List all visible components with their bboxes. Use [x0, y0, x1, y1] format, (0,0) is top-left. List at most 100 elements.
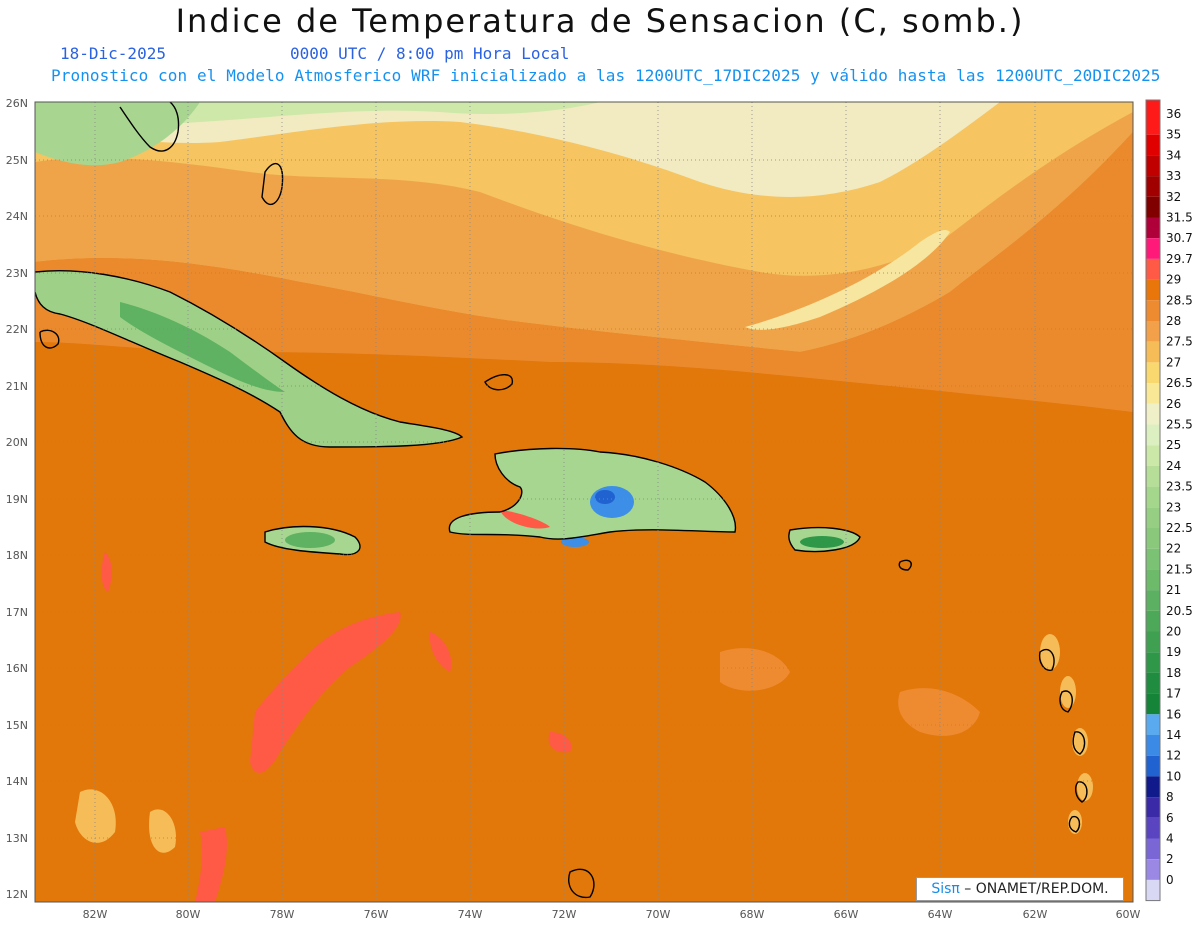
colorbar-label: 32 — [1166, 190, 1181, 204]
colorbar-label: 35 — [1166, 128, 1181, 142]
colorbar-cell — [1146, 445, 1160, 466]
colorbar-cell — [1146, 196, 1160, 218]
lat-lon-grid — [35, 102, 1133, 902]
lon-label: 76W — [364, 908, 389, 921]
colorbar-label: 8 — [1166, 790, 1174, 804]
lon-label: 68W — [740, 908, 765, 921]
colorbar-cell — [1146, 548, 1160, 570]
colorbar-cell — [1146, 114, 1160, 135]
colorbar-cell — [1146, 652, 1160, 673]
colorbar-frame — [1145, 99, 1161, 902]
colorbar-label: 28 — [1166, 314, 1181, 328]
colorbar-label: 19 — [1166, 645, 1181, 659]
colorbar-cell — [1146, 362, 1160, 384]
colorbar-label: 31.5 — [1166, 211, 1193, 225]
colorbar-label: 27.5 — [1166, 335, 1193, 349]
colorbar-cell — [1146, 486, 1160, 508]
colorbar-cell — [1146, 403, 1160, 425]
colorbar-cell — [1146, 424, 1160, 446]
temperature-field — [35, 102, 1133, 902]
lat-label: 12N — [6, 888, 28, 901]
colorbar-cell — [1146, 590, 1160, 611]
lat-label: 20N — [6, 436, 28, 449]
colorbar-cell — [1146, 693, 1160, 715]
colorbar-cell — [1146, 817, 1160, 839]
colorbar-cell — [1146, 341, 1160, 363]
forecast-time: 0000 UTC / 8:00 pm Hora Local — [290, 44, 570, 63]
colorbar-cell — [1146, 258, 1160, 280]
colorbar-label: 25 — [1166, 438, 1181, 452]
colorbar-cell — [1146, 776, 1160, 798]
colorbar-label: 20.5 — [1166, 604, 1193, 618]
lat-label: 15N — [6, 719, 28, 732]
colorbar-cell — [1146, 838, 1160, 860]
colorbar-cell — [1146, 631, 1160, 653]
lon-label: 70W — [646, 908, 671, 921]
colorbar-label: 12 — [1166, 749, 1181, 763]
colorbar-label: 36 — [1166, 107, 1181, 121]
colorbar-cell — [1146, 610, 1160, 632]
colorbar-cell — [1146, 321, 1160, 342]
lon-label: 78W — [270, 908, 295, 921]
map-frame — [34, 101, 1134, 903]
colorbar-label: 21 — [1166, 583, 1181, 597]
colorbar-cell — [1146, 569, 1160, 591]
colorbar-label: 23 — [1166, 500, 1181, 514]
colorbar-label: 33 — [1166, 169, 1181, 183]
colorbar-label: 18 — [1166, 666, 1181, 680]
colorbar-label: 17 — [1166, 687, 1181, 701]
model-info: Pronostico con el Modelo Atmosferico WRF… — [51, 66, 1161, 85]
colorbar-label: 22 — [1166, 542, 1181, 556]
credit-box: Sisπ – ONAMET/REP.DOM. — [916, 877, 1124, 901]
colorbar-label: 25.5 — [1166, 418, 1193, 432]
lat-label: 18N — [6, 549, 28, 562]
lon-label: 64W — [928, 908, 953, 921]
lon-label: 62W — [1023, 908, 1048, 921]
lon-label: 74W — [458, 908, 483, 921]
forecast-date: 18-Dic-2025 — [60, 44, 166, 63]
forecast-map: 26N 25N 24N 23N 22N 21N 20N 19N 18N 17N … — [6, 97, 1193, 921]
lat-label: 22N — [6, 323, 28, 336]
colorbar-cell — [1146, 155, 1160, 177]
lon-label: 82W — [83, 908, 108, 921]
map-title: Indice de Temperatura de Sensacion (C, s… — [175, 2, 1025, 40]
colorbar-label: 24 — [1166, 459, 1181, 473]
lat-label: 16N — [6, 662, 28, 675]
lat-label: 19N — [6, 493, 28, 506]
colorbar-cell — [1146, 714, 1160, 735]
lon-label: 72W — [552, 908, 577, 921]
lat-label: 14N — [6, 775, 28, 788]
colorbar-cell — [1146, 134, 1160, 156]
lat-label: 24N — [6, 210, 28, 223]
colorbar-label: 16 — [1166, 707, 1181, 721]
coastlines — [35, 102, 1088, 899]
lat-label: 13N — [6, 832, 28, 845]
colorbar-cell — [1146, 797, 1160, 818]
colorbar-cell — [1146, 238, 1160, 259]
colorbar-label: 23.5 — [1166, 480, 1193, 494]
colorbar-label: 22.5 — [1166, 521, 1193, 535]
colorbar-label: 26 — [1166, 397, 1181, 411]
latitude-labels: 26N 25N 24N 23N 22N 21N 20N 19N 18N 17N … — [6, 97, 28, 901]
colorbar: 363534333231.530.729.72928.52827.52726.5… — [1145, 99, 1193, 902]
colorbar-label: 6 — [1166, 811, 1174, 825]
colorbar-label: 30.7 — [1166, 231, 1193, 245]
colorbar-cell — [1146, 279, 1160, 301]
colorbar-label: 28.5 — [1166, 293, 1193, 307]
colorbar-label: 21.5 — [1166, 562, 1193, 576]
colorbar-cell — [1146, 507, 1160, 528]
colorbar-cell — [1146, 465, 1160, 487]
colorbar-label: 4 — [1166, 832, 1174, 846]
colorbar-label: 34 — [1166, 148, 1181, 162]
colorbar-cell — [1146, 672, 1160, 694]
colorbar-label: 2 — [1166, 852, 1174, 866]
colorbar-cell — [1146, 735, 1160, 756]
colorbar-cell — [1146, 217, 1160, 239]
lat-label: 25N — [6, 154, 28, 167]
lat-label: 26N — [6, 97, 28, 110]
credit-brand: Sisπ — [931, 881, 960, 897]
colorbar-label: 26.5 — [1166, 376, 1193, 390]
colorbar-label: 0 — [1166, 873, 1174, 887]
colorbar-cell — [1146, 755, 1160, 777]
colorbar-cell — [1146, 528, 1160, 549]
